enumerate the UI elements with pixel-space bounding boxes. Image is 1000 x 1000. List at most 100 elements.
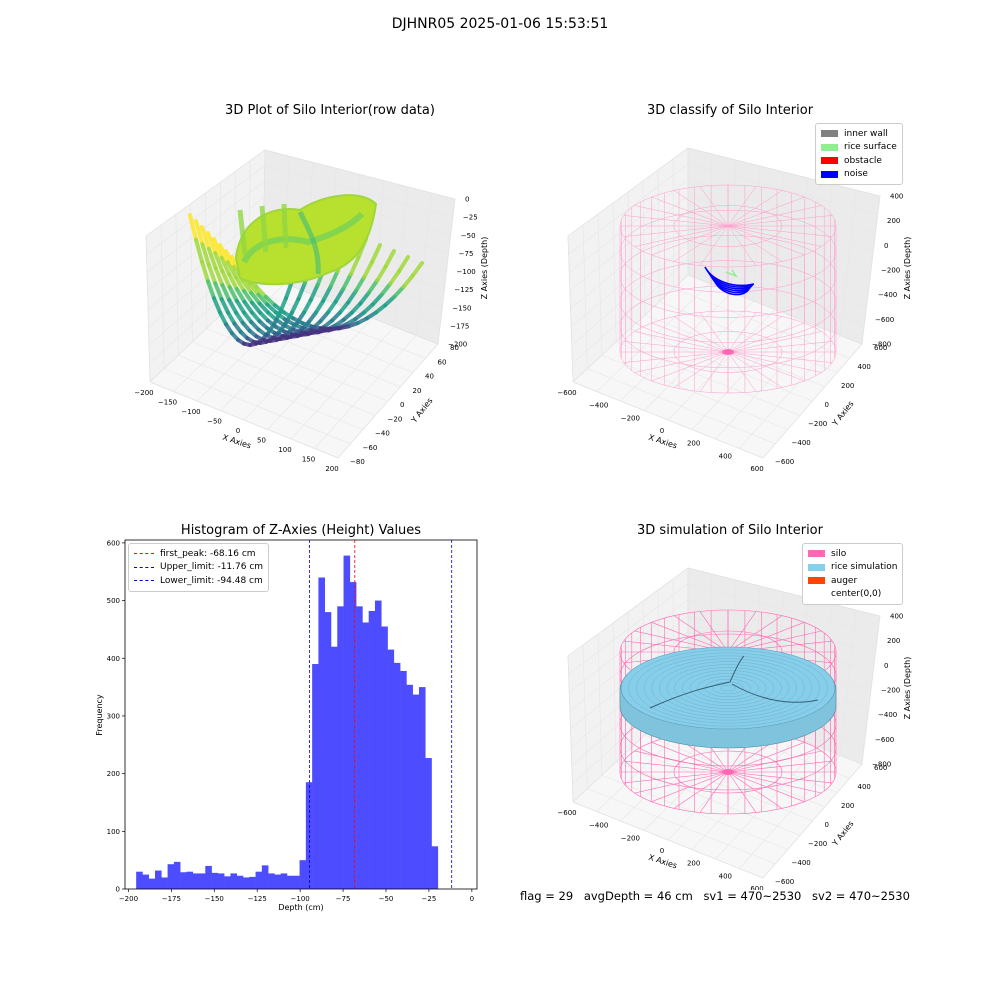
panel1-arc-segment [234,310,245,325]
panel1-arc-segment [256,292,270,307]
legend-item-lower-limit: Lower_limit: -94.48 cm [134,574,263,588]
histogram-bar [293,875,300,889]
panel1-arc-segment [219,255,232,277]
histogram-bar [343,555,351,889]
panel1-arc-segment [220,283,232,302]
histogram-bar [205,865,212,889]
panel1-arc-segment [308,283,320,302]
rice-surface-swatch [821,143,838,151]
histogram-bar [274,874,281,889]
first-peak-swatch [134,553,154,555]
panel1-surface-strips [237,203,289,256]
panel2-z-tick: 0 [884,242,888,250]
panel1-z-tick: −100 [457,268,476,276]
histogram-bar [406,684,413,889]
panel1-arc-segment [410,261,424,278]
panel4-y-tick: −200 [808,840,827,848]
panel1-arc-segment [370,243,382,265]
panel4-y-label: Y Axies [830,819,856,848]
panel2-title: 3D classify of Silo Interior [646,103,814,118]
panel1-surface-ridge [297,210,321,275]
histogram-y-tick-label: 0 [116,886,120,894]
panel1-arc-segment [200,225,211,251]
panel1-arc-segment [354,275,366,293]
panel1-arc-segment [227,298,238,315]
histogram-bar [224,876,231,889]
histogram-x-tick-label: −175 [162,895,181,903]
panel4-z-tick: −600 [875,736,894,744]
legend-item-upper-limit: Upper_limit: -11.76 cm [134,561,263,575]
panel1-z-tick: −75 [459,250,474,258]
panel4-y-tick: −400 [792,859,811,867]
panel1-surface-band [241,211,365,264]
panel1-arc-segment [212,296,222,315]
panel1-arc-segment [383,249,396,269]
panel1-arc-segment [366,278,380,295]
panel1-y-label: Y Axies [409,396,435,425]
panel1-arc-segment [234,275,246,293]
panel4-z-label: Z Axies (Depth) [903,657,912,720]
panel4-auger-trace [649,655,819,709]
panel1-arc-segment [314,298,326,315]
panel1-arc-segment [200,242,211,267]
panel1-arc-segment [242,288,254,305]
histogram-bar [286,875,294,889]
legend-item-rice-simulation: rice simulation [808,561,897,575]
panel1-arc-segment [250,300,262,315]
panel4-rice-mesh-ring [674,667,782,709]
obstacle-swatch [821,157,838,165]
panel1-arc-segment [296,281,307,302]
panel1-z-tick: −175 [450,322,469,330]
histogram-bar [305,782,313,889]
panel2-noise-points [704,266,755,296]
panel1-arc-segment [375,264,388,283]
panel1-arc-segment [338,300,350,315]
panel4-x-tick: 600 [750,885,763,890]
lower-limit-swatch [134,580,154,582]
histogram-bar [299,860,307,889]
panel4-z-tick: 200 [887,637,900,645]
panel1-arc-segment [227,272,239,291]
panel1-arc-segment [388,269,402,286]
figure-suptitle: DJHNR05 2025-01-06 15:53:51 [391,16,609,32]
inner-wall-swatch [821,130,838,138]
panel1-arc-segment [397,255,410,274]
panel3-title: Histogram of Z-Axies (Height) Values [180,523,422,538]
panel2-grid-y [687,274,863,345]
panel1-arc-segment [358,290,371,306]
panel1-arc-segment [213,281,224,302]
histogram-bar [211,872,219,889]
histogram-bar [199,873,206,889]
panel1-y-tick: −40 [375,430,390,438]
panel1-arc-segment [379,281,393,297]
auger-swatch [808,577,825,585]
panel1-arc-segment [194,237,204,264]
flag-readout: flag = 29 [520,889,574,903]
panel4-y-tick: −600 [775,878,794,886]
panel4-x-tick: −400 [589,822,608,830]
panel1-z-tick: −125 [454,286,473,294]
panel2-grid-y [644,314,826,388]
panel2-x-tick: 400 [719,452,732,460]
panel4-y-tick: 0 [825,821,829,829]
panel1-arc-segment [206,279,216,301]
panel2-y-tick: −400 [792,439,811,447]
panel4-rice-mesh-ring [636,652,820,724]
panel2-z-tick: 200 [887,217,900,225]
panel1-y-tick: −20 [388,415,403,423]
panel1-x-tick: −50 [207,418,222,426]
histogram-y-tick-label: 300 [107,712,120,720]
panel4-ticks: −600 −400 −200 0 200 400 600 −600 −400 −200 0 200 40… [557,613,903,891]
panel1-z-tick: 0 [465,196,469,204]
histogram-x-tick-label: −100 [291,895,310,903]
panel2-axes-box [567,147,881,459]
histogram-x-label: Depth (cm) [278,903,323,912]
histogram-y-tick-label: 200 [107,770,120,778]
histogram-vlines [309,540,453,889]
panel1-arc-segment [346,288,358,305]
panel4-grid-y [630,748,813,822]
panel2-rice-surface-points [725,269,738,278]
histogram-bar [230,873,238,889]
legend-item-rice-surface: rice surface [821,141,897,155]
panel1-x-tick: −150 [158,399,177,407]
